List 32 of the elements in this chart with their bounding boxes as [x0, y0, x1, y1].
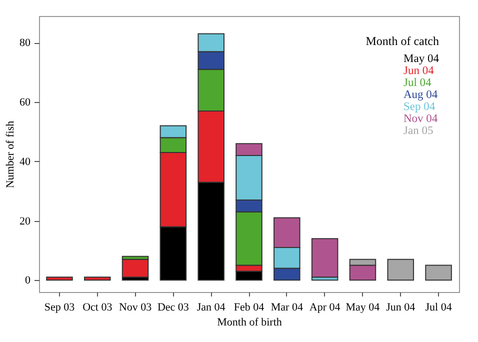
x-tick-label: Dec 03: [157, 302, 190, 314]
y-tick-label: 20: [20, 215, 31, 228]
y-tick-label: 0: [25, 274, 31, 287]
x-tick-label: Jun 04: [386, 302, 416, 314]
x-tick-label: Nov 03: [118, 302, 152, 314]
y-tick-label: 60: [20, 96, 31, 109]
text: Sep 04: [404, 100, 436, 113]
text: Jul 04: [404, 76, 432, 89]
x-tick-label: Jul 04: [425, 302, 452, 314]
bar: [311, 238, 338, 278]
bar: [425, 264, 452, 281]
bar: [46, 276, 73, 281]
text: Aug 04: [404, 88, 438, 101]
bar: [122, 258, 149, 278]
text: May 04: [404, 52, 440, 65]
x-tick-label: Oct 03: [82, 302, 113, 314]
y-tick-label: 80: [20, 37, 31, 50]
text: Jun 04: [404, 64, 434, 77]
bar: [84, 276, 111, 281]
y-tick-label: 40: [20, 156, 31, 168]
y-axis-title: Number of fish: [4, 120, 16, 188]
x-tick-label: Apr 04: [309, 302, 341, 314]
text: Nov 04: [404, 112, 438, 125]
x-tick-label: May 04: [346, 302, 380, 314]
text: Jan 05: [404, 124, 434, 137]
legend-title: Month of catch: [366, 34, 439, 48]
x-tick-label: Mar 04: [270, 302, 304, 314]
bar: [387, 258, 414, 281]
x-tick-label: Jan 04: [196, 302, 226, 314]
x-tick-label: Sep 03: [44, 302, 76, 314]
x-axis-title: Month of birth: [217, 316, 282, 328]
x-tick-label: Feb 04: [234, 302, 265, 314]
